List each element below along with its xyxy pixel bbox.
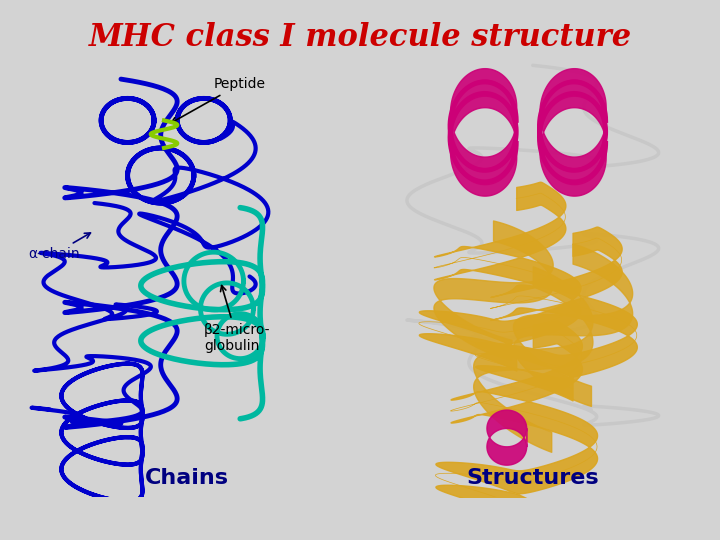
Text: Peptide: Peptide: [171, 77, 266, 123]
Text: Structures: Structures: [467, 468, 599, 488]
Text: Chains: Chains: [145, 468, 229, 488]
Text: α-chain: α-chain: [28, 233, 91, 261]
Text: β2-micro-
globulin: β2-micro- globulin: [204, 286, 270, 353]
Text: MHC class I molecule structure: MHC class I molecule structure: [89, 22, 631, 52]
